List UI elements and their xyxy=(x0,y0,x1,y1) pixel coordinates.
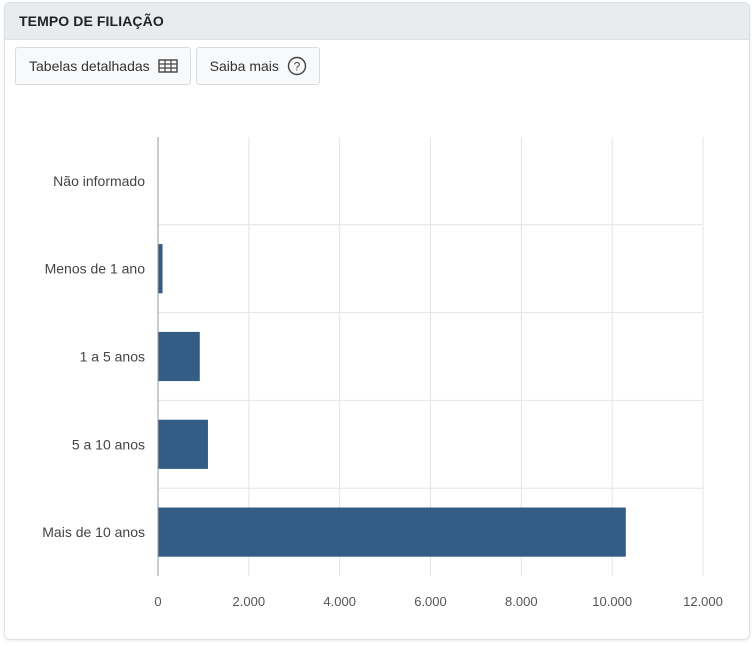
bar xyxy=(158,244,163,294)
detailed-tables-label: Tabelas detalhadas xyxy=(29,58,150,74)
category-label: 5 a 10 anos xyxy=(72,436,145,452)
table-icon xyxy=(157,59,178,73)
x-tick-label: 12.000 xyxy=(683,594,723,609)
x-tick-label: 10.000 xyxy=(592,594,632,609)
panel-title: TEMPO DE FILIAÇÃO xyxy=(5,3,749,40)
x-tick-label: 4.000 xyxy=(323,594,356,609)
learn-more-button[interactable]: Saiba mais ? xyxy=(195,47,320,85)
learn-more-label: Saiba mais xyxy=(209,58,279,74)
svg-text:?: ? xyxy=(294,60,301,74)
bar xyxy=(158,419,208,469)
detailed-tables-button[interactable]: Tabelas detalhadas xyxy=(15,47,191,85)
category-label: Mais de 10 anos xyxy=(42,524,145,540)
bar xyxy=(158,331,200,382)
panel-toolbar: Tabelas detalhadas Saiba mais ? xyxy=(15,47,320,85)
category-label: Menos de 1 ano xyxy=(45,261,146,277)
bar xyxy=(158,507,626,557)
x-tick-label: 6.000 xyxy=(414,594,447,609)
category-label: 1 a 5 anos xyxy=(80,349,145,365)
category-label: Não informado xyxy=(53,173,145,189)
x-tick-label: 8.000 xyxy=(505,594,538,609)
question-circle-icon: ? xyxy=(287,56,307,76)
x-tick-label: 0 xyxy=(154,594,161,609)
x-tick-label: 2.000 xyxy=(233,594,266,609)
